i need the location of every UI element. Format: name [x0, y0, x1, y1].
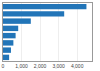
svg-text:0: 0 [2, 63, 5, 69]
svg-text:1,000: 1,000 [15, 63, 28, 69]
svg-text:2,000: 2,000 [34, 63, 47, 69]
svg-text:4,000: 4,000 [71, 63, 84, 69]
svg-text:3,000: 3,000 [52, 63, 65, 69]
